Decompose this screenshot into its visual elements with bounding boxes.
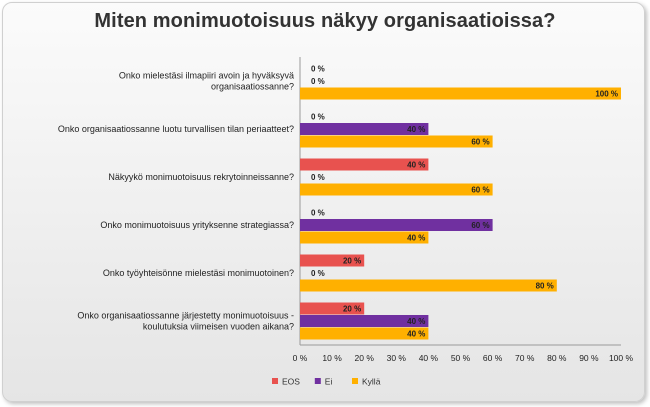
data-label: 40 % [407, 161, 425, 170]
x-tick-label: 20 % [355, 353, 375, 363]
x-tick-label: 0 % [293, 353, 308, 363]
tick-labels: 0 % 10 % 20 % 30 % 40 % 50 % 60 % 70 % 80 % 90 % 1… [293, 353, 634, 363]
legend: EOS Ei Kyllä [272, 377, 381, 387]
legend-label: EOS [282, 377, 300, 387]
x-tick-label: 30 % [387, 353, 407, 363]
x-tick-label: 10 % [322, 353, 342, 363]
bar-kyllä [300, 279, 557, 292]
x-tick-label: 50 % [451, 353, 471, 363]
data-label: 0 % [311, 113, 325, 122]
data-label: 40 % [407, 234, 425, 243]
data-label: 60 % [471, 138, 489, 147]
bars-layer: 0 % 0 % 100 % 0 % 40 % 60 % 40 % 0 % 60 % 0 % 60 %… [300, 65, 621, 340]
bar-eos [300, 302, 365, 315]
chart-title: Miten monimuotoisuus näkyy organisaatioi… [94, 10, 556, 32]
x-tick-label: 100 % [609, 353, 634, 363]
bar-kyllä [300, 327, 429, 340]
legend-label: Kyllä [362, 377, 381, 387]
data-label: 0 % [311, 173, 325, 182]
category-label: Onko monimuotoisuus yrityksenne strategi… [100, 220, 294, 230]
legend-swatch-eos [272, 378, 278, 384]
x-tick-label: 90 % [579, 353, 599, 363]
legend-swatch-kyllä [352, 378, 358, 384]
category-label: Onko organisaatiossanne järjestetty moni… [77, 311, 294, 321]
data-label: 40 % [407, 125, 425, 134]
data-label: 60 % [471, 186, 489, 195]
data-label: 100 % [595, 90, 618, 99]
x-tick-label: 80 % [547, 353, 567, 363]
bar-kyllä [300, 87, 621, 100]
data-label: 60 % [471, 221, 489, 230]
data-label: 80 % [536, 282, 554, 291]
data-label: 0 % [311, 269, 325, 278]
data-label: 40 % [407, 330, 425, 339]
data-label: 20 % [343, 257, 361, 266]
data-label: 0 % [311, 77, 325, 86]
x-tick-label: 60 % [483, 353, 503, 363]
category-label: Onko työyhteisönne mielestäsi monimuotoi… [103, 268, 294, 278]
category-labels: Onko mielestäsi ilmapiiri avoin ja hyväk… [58, 71, 294, 332]
data-label: 0 % [311, 65, 325, 74]
data-label: 40 % [407, 317, 425, 326]
category-label: organisaatiossanne? [211, 82, 294, 92]
x-tick-label: 70 % [515, 353, 535, 363]
data-label: 20 % [343, 305, 361, 314]
category-label: Onko mielestäsi ilmapiiri avoin ja hyväk… [119, 71, 294, 81]
bar-kyllä [300, 231, 429, 244]
legend-swatch-ei [314, 378, 321, 384]
axis-layer [299, 57, 621, 346]
data-label: 0 % [311, 209, 325, 218]
bar-ei [300, 315, 429, 327]
bar-eos [300, 158, 429, 171]
bar-ei [300, 219, 493, 231]
legend-label: Ei [325, 377, 333, 387]
bar-ei [300, 123, 429, 135]
category-label: Onko organisaatiossanne luotu turvallise… [58, 124, 294, 134]
category-label: koulutuksia viimeisen vuoden aikana? [143, 322, 294, 332]
bar-eos [300, 254, 365, 267]
bar-kyllä [300, 135, 493, 148]
bar-kyllä [300, 183, 493, 196]
category-label: Näkyykö monimuotoisuus rekrytoinneissann… [108, 172, 294, 182]
x-tick-label: 40 % [419, 353, 439, 363]
